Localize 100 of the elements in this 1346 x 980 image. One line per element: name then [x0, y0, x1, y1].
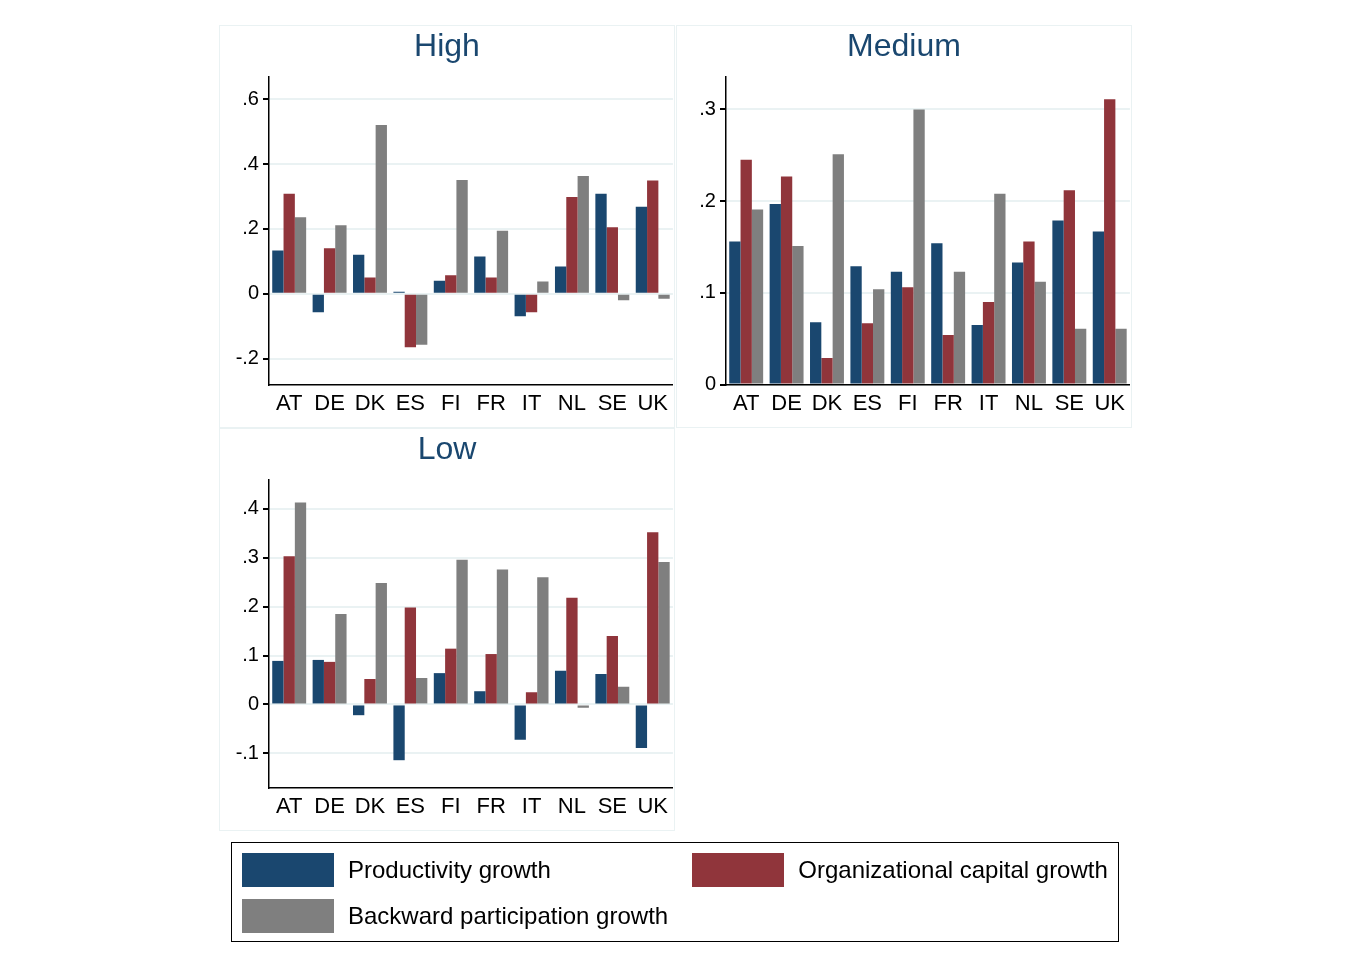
x-tick-label: ES [395, 792, 426, 818]
bar [931, 243, 943, 384]
chart-title: High [414, 27, 480, 64]
y-tick-label: .4 [242, 151, 259, 174]
y-tick-label: 0 [247, 281, 259, 304]
bar [577, 176, 589, 293]
x-tick-label: AT [275, 792, 303, 818]
y-tick-label: .1 [242, 643, 259, 666]
bar [485, 654, 497, 704]
y-tick-label: .6 [242, 86, 259, 109]
bar [1063, 190, 1075, 384]
bar [1052, 220, 1064, 384]
bar [375, 583, 387, 704]
bar [606, 227, 618, 293]
x-tick-label: DE [314, 792, 345, 818]
bar [982, 302, 995, 384]
bar [445, 275, 457, 293]
bar [514, 705, 526, 740]
bar [635, 705, 648, 748]
bar [364, 277, 376, 293]
bar [595, 674, 607, 704]
y-tick-label: .2 [242, 216, 259, 239]
bar [850, 266, 862, 384]
x-tick-label: NL [1014, 389, 1043, 415]
bar [873, 289, 885, 384]
bar [780, 176, 793, 384]
x-tick-label: ES [852, 389, 883, 415]
legend-label: Organizational capital growth [798, 856, 1108, 884]
bar [729, 241, 741, 384]
y-tick-label: -.2 [235, 346, 259, 369]
bar [335, 225, 347, 293]
bar [283, 556, 295, 704]
chart-title: Low [417, 430, 478, 467]
bar [617, 686, 630, 704]
bar [496, 569, 509, 704]
x-tick-label: DE [314, 389, 345, 415]
x-tick-label: DE [771, 389, 802, 415]
bar [433, 280, 446, 293]
bar [994, 193, 1006, 384]
x-tick-label: FI [440, 792, 461, 818]
bar [1104, 99, 1116, 384]
bar [272, 250, 284, 293]
bar [566, 197, 578, 293]
bar [792, 246, 804, 384]
bar [740, 159, 752, 384]
x-tick-label: FR [476, 792, 506, 818]
x-tick-label: UK [637, 792, 669, 818]
bar [566, 597, 578, 704]
bar [1034, 281, 1046, 384]
bar [393, 705, 405, 761]
bar [554, 670, 567, 704]
bar [353, 254, 365, 293]
bar [456, 559, 468, 704]
y-tick-label: .2 [242, 594, 259, 617]
bar [323, 661, 336, 704]
x-tick-label: NL [557, 389, 586, 415]
y-tick-label: .3 [242, 545, 259, 568]
bar [445, 648, 457, 704]
x-tick-label: IT [521, 389, 542, 415]
bar [861, 323, 874, 384]
bar [496, 230, 509, 293]
chart-title: Medium [847, 27, 961, 64]
bar [635, 206, 648, 293]
bar [294, 502, 307, 704]
x-tick-label: IT [978, 389, 999, 415]
bar [474, 256, 486, 293]
bar [364, 679, 376, 704]
x-tick-label: FR [476, 389, 506, 415]
x-tick-label: FR [933, 389, 963, 415]
bar [294, 217, 307, 293]
bar [647, 532, 659, 704]
bar [554, 266, 567, 293]
bar [821, 358, 833, 384]
x-tick-label: NL [557, 792, 586, 818]
bar [525, 294, 538, 313]
bar [1023, 241, 1035, 384]
x-tick-label: UK [1094, 389, 1126, 415]
bar [485, 277, 497, 293]
legend-label: Backward participation growth [348, 902, 669, 930]
bar [456, 179, 468, 293]
bar [323, 248, 336, 293]
bar [890, 271, 903, 384]
bar [416, 294, 428, 345]
bar [416, 678, 428, 704]
x-tick-label: SE [597, 792, 628, 818]
bar [658, 562, 670, 704]
bar [647, 180, 659, 293]
bar [514, 294, 526, 317]
y-tick-label: .4 [242, 496, 259, 519]
bar [751, 209, 764, 384]
bar [375, 125, 387, 293]
bar [595, 193, 607, 293]
bar [810, 322, 822, 384]
bar [913, 109, 925, 384]
bar [577, 705, 589, 708]
legend-label: Productivity growth [348, 856, 551, 884]
bar [283, 193, 295, 293]
bar [537, 577, 549, 704]
bar [272, 660, 284, 704]
x-tick-label: DK [811, 389, 843, 415]
